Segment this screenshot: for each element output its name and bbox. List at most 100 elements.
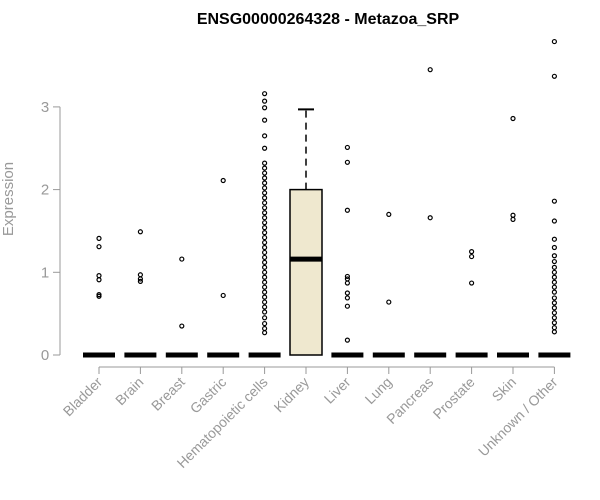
outlier-point [262, 230, 268, 236]
x-tick-label: Prostate [430, 374, 478, 422]
outlier-point [551, 329, 558, 335]
y-tick-label: 1 [41, 264, 49, 281]
outlier-point [262, 325, 268, 332]
outlier-point [262, 210, 268, 216]
x-tick-label: Liver [321, 374, 354, 407]
outlier-point [262, 279, 268, 285]
outlier-point [344, 303, 350, 309]
y-tick-label: 2 [41, 182, 49, 199]
outlier-point [551, 310, 558, 316]
outlier-point [262, 105, 268, 111]
outlier-point [262, 244, 268, 251]
outlier-point [551, 198, 558, 204]
outlier-point [469, 280, 475, 286]
outlier-point [179, 256, 185, 262]
box-5 [289, 108, 323, 356]
outlier-point [262, 225, 268, 231]
boxes [83, 108, 571, 358]
outlier-point [510, 216, 516, 222]
outlier-point [551, 236, 558, 242]
outlier-point [262, 259, 268, 265]
outlier-point [262, 320, 268, 327]
outlier-point [551, 274, 558, 280]
x-tick-label: Breast [148, 374, 188, 414]
outlier-point [386, 211, 392, 218]
outlier-point [262, 284, 268, 290]
outlier-point [551, 300, 558, 306]
outlier-point [427, 215, 433, 221]
y-axis: 0 1 2 3 [41, 99, 61, 364]
x-tick-label: Skin [489, 374, 520, 405]
outlier-point [262, 315, 268, 321]
outlier-point [137, 278, 143, 284]
outlier-point [344, 295, 350, 301]
outlier-point [262, 91, 268, 97]
outlier-point [262, 299, 268, 305]
outlier-point [551, 73, 558, 79]
outlier-point [551, 218, 558, 224]
outlier-point [262, 170, 268, 176]
x-tick-label: Lung [362, 374, 395, 407]
outlier-point [510, 212, 516, 218]
outlier-point [551, 289, 558, 295]
outlier-point [551, 38, 558, 45]
outlier-point [96, 235, 102, 241]
y-axis-label: Expression [0, 162, 17, 236]
x-tick-label: Unknown / Other [475, 374, 561, 460]
outlier-point [96, 244, 102, 250]
outlier-point [344, 144, 350, 151]
x-tick-label: Bladder [60, 374, 106, 420]
outlier-point [262, 133, 268, 139]
outlier-point [551, 295, 558, 301]
outlier-point [262, 254, 268, 261]
outlier-point [137, 229, 143, 235]
outlier-point [551, 279, 558, 285]
outlier-point [262, 180, 268, 186]
box-rect [289, 188, 323, 356]
outlier-point [262, 195, 268, 201]
outlier-point [344, 276, 350, 282]
outlier-point [262, 249, 268, 256]
outlier-point [551, 244, 558, 251]
outlier-point [262, 165, 268, 171]
x-tick-label: Kidney [271, 374, 313, 416]
outlier-point [262, 309, 268, 315]
outlier-point [262, 234, 268, 241]
chart-title: ENSG00000264328 - Metazoa_SRP [197, 11, 460, 28]
outlier-point [469, 253, 475, 260]
outlier-point [510, 115, 516, 122]
outlier-point [262, 330, 268, 336]
outlier-point [344, 280, 350, 286]
outlier-point [179, 323, 185, 329]
outlier-point [551, 269, 558, 275]
outlier-point [551, 325, 558, 331]
outlier-point [96, 273, 102, 279]
outlier-point [262, 239, 268, 246]
outlier-point [344, 337, 350, 343]
outlier-point [262, 289, 268, 295]
outlier-point [551, 253, 558, 259]
outlier-point [96, 277, 102, 283]
outlier-point [262, 160, 268, 166]
outlier-point [469, 249, 475, 255]
outlier-point [220, 177, 226, 184]
outlier-point [386, 299, 392, 305]
outlier-point [96, 292, 102, 298]
x-tick-label: Brain [112, 374, 146, 408]
outlier-point [262, 274, 268, 280]
outlier-point [262, 205, 268, 211]
outlier-point [262, 98, 268, 104]
outlier-point [551, 320, 558, 326]
outlier-point [262, 175, 268, 181]
outlier-point [344, 290, 350, 296]
outlier-point [262, 220, 268, 226]
y-tick-label: 3 [41, 99, 49, 116]
outlier-point [551, 305, 558, 311]
outlier-point [262, 185, 268, 191]
outlier-point [220, 292, 226, 299]
outlier-point [137, 272, 143, 278]
outlier-point [262, 294, 268, 300]
outlier-point [262, 145, 268, 151]
